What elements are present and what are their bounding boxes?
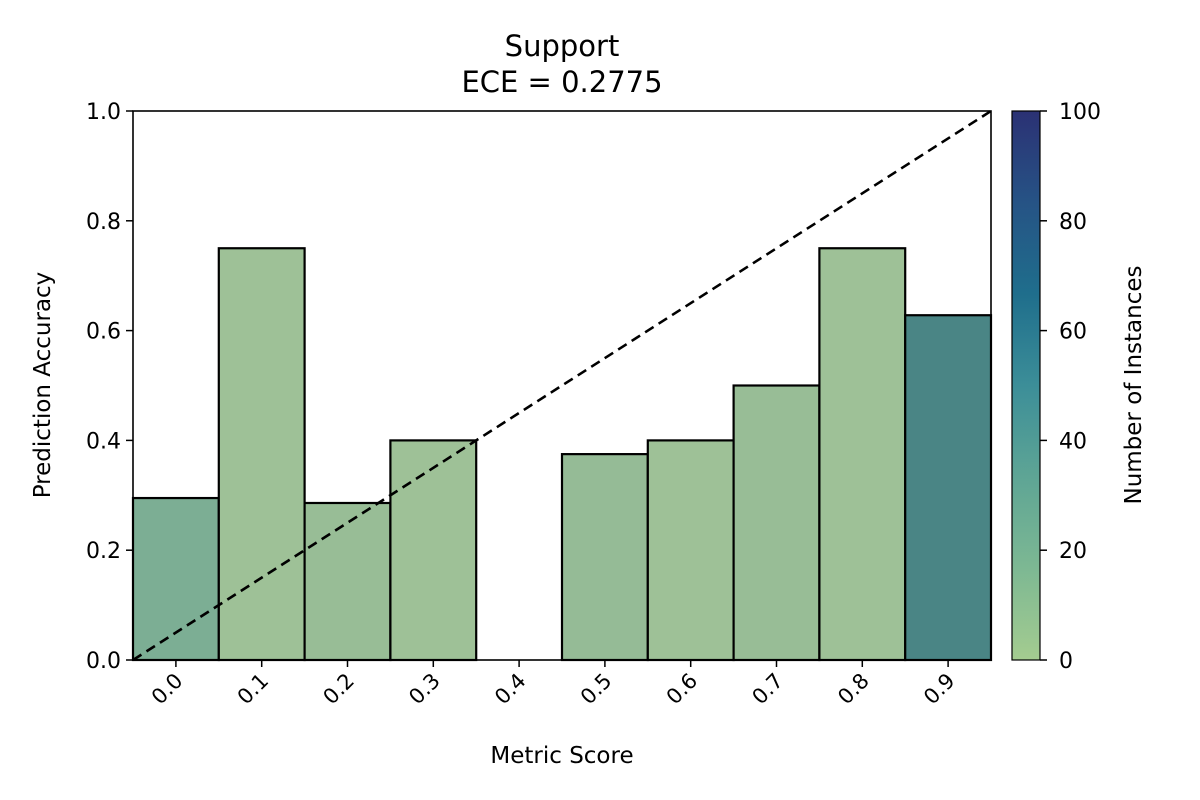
y-tick-label: 0.4 bbox=[86, 429, 121, 454]
bar-0.0 bbox=[131, 496, 220, 662]
y-axis-label: Prediction Accuracy bbox=[30, 272, 56, 499]
colorbar bbox=[1011, 110, 1041, 661]
x-tick-label: 0.8 bbox=[833, 669, 874, 710]
chart-title: Support bbox=[505, 29, 620, 63]
colorbar-tick-label: 60 bbox=[1059, 320, 1087, 345]
bar-0.1 bbox=[217, 247, 306, 662]
y-tick-label: 0.8 bbox=[86, 210, 121, 235]
x-tick-label: 0.1 bbox=[233, 669, 274, 710]
x-tick-label: 0.0 bbox=[147, 669, 188, 710]
bar-0.7 bbox=[732, 384, 821, 662]
x-tick-label: 0.3 bbox=[404, 669, 445, 710]
bar-0.5 bbox=[560, 453, 649, 662]
x-ticks: 0.0 0.1 0.2 0.3 0.4 0.5 0.6 0.7 0.8 0.9 bbox=[147, 660, 960, 709]
x-tick-label: 0.2 bbox=[318, 669, 359, 710]
x-tick-label: 0.6 bbox=[662, 669, 703, 710]
plot-frame bbox=[132, 110, 992, 661]
bar-0.9 bbox=[904, 314, 993, 662]
chart-subtitle: ECE = 0.2775 bbox=[461, 65, 662, 99]
bar-0.6 bbox=[646, 439, 735, 662]
x-axis-label: Metric Score bbox=[490, 743, 633, 769]
y-tick-label: 0.6 bbox=[86, 320, 121, 345]
y-tick-label: 0.2 bbox=[86, 539, 121, 564]
y-tick-label: 1.0 bbox=[86, 100, 121, 125]
x-tick-label: 0.4 bbox=[490, 669, 531, 710]
colorbar-tick-label: 20 bbox=[1059, 539, 1087, 564]
colorbar-tick-label: 100 bbox=[1059, 100, 1101, 125]
bar-0.2 bbox=[303, 501, 392, 662]
bars-layer bbox=[131, 247, 993, 662]
colorbar-tick-label: 40 bbox=[1059, 429, 1087, 454]
bar-0.8 bbox=[818, 247, 907, 662]
y-tick-label: 0.0 bbox=[86, 649, 121, 674]
bar-0.3 bbox=[389, 439, 478, 662]
colorbar-ticks: 0 20 40 60 80 100 bbox=[1040, 100, 1101, 674]
colorbar-tick-label: 80 bbox=[1059, 210, 1087, 235]
diagonal-layer bbox=[132, 109, 992, 662]
x-tick-label: 0.5 bbox=[576, 669, 617, 710]
y-ticks: 0.0 0.2 0.4 0.6 0.8 1.0 bbox=[86, 100, 133, 674]
x-tick-label: 0.9 bbox=[919, 669, 960, 710]
diagonal-line bbox=[132, 109, 992, 662]
x-tick-label: 0.7 bbox=[747, 669, 788, 710]
colorbar-label: Number of Instances bbox=[1121, 266, 1147, 505]
colorbar-tick-label: 0 bbox=[1059, 649, 1073, 674]
